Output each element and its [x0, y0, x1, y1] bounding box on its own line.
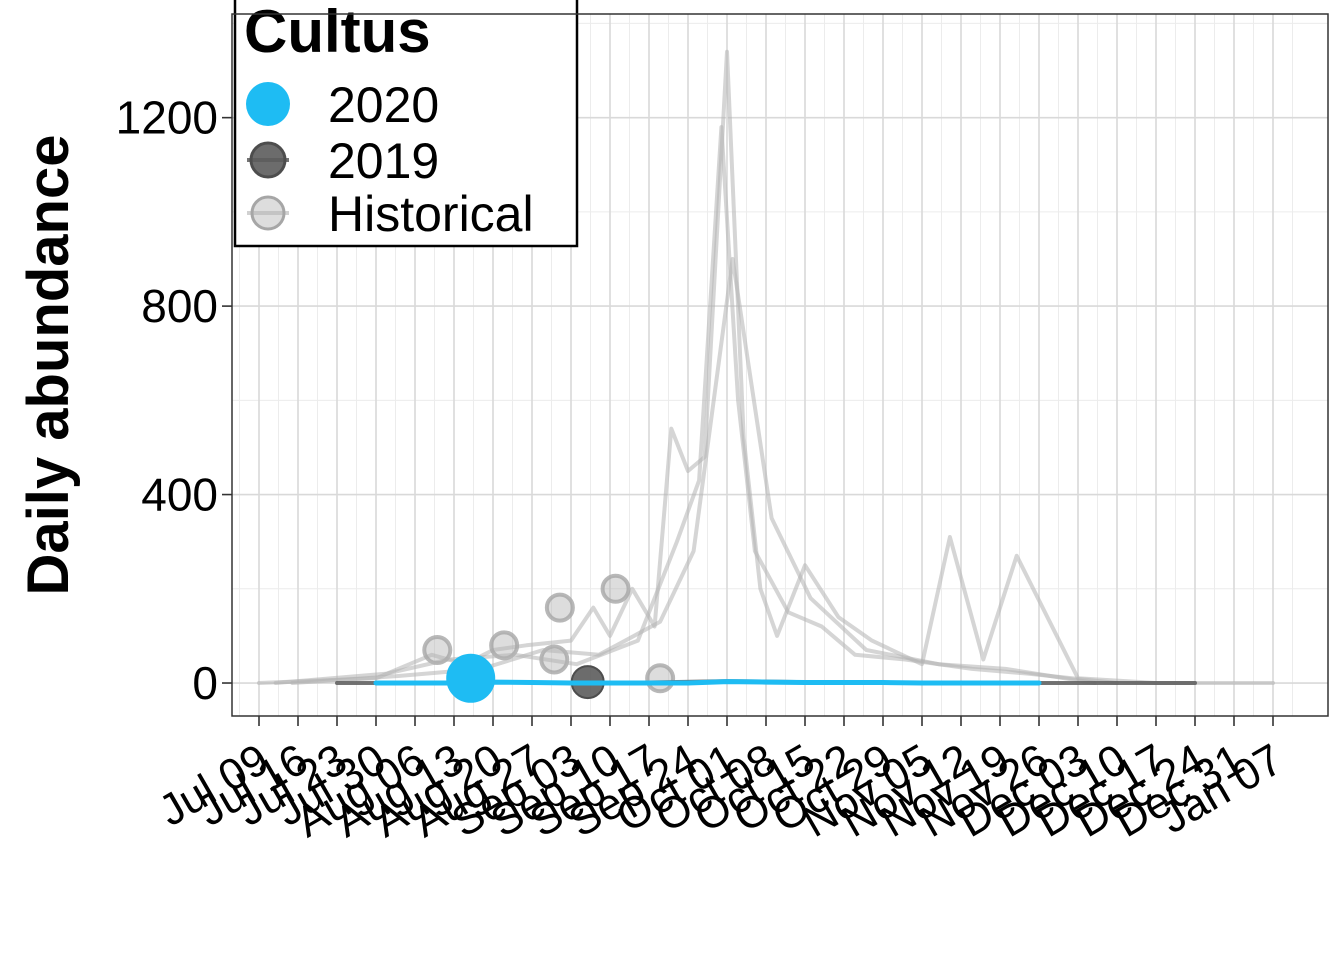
data-point-historical	[600, 573, 631, 604]
legend-key-historical	[247, 195, 289, 231]
y-tick-label: 1200	[116, 92, 218, 144]
legend-title: Cultus	[244, 0, 431, 65]
legend-label-2019: 2019	[328, 133, 439, 189]
y-axis: 0 400 800 1200	[116, 92, 232, 709]
y-axis-label: Daily abundance	[16, 135, 81, 596]
legend-label-historical: Historical	[328, 186, 534, 242]
legend-label-2020: 2020	[328, 77, 439, 133]
y-tick-label: 800	[141, 280, 218, 332]
data-point-2020	[446, 653, 496, 703]
y-tick-label: 0	[192, 657, 218, 709]
series-line-historical-4	[290, 257, 1097, 685]
data-point-historical	[489, 630, 520, 661]
series-line-historical-2	[257, 49, 1275, 685]
y-tick-label: 400	[141, 469, 218, 521]
legend-key-2019	[247, 141, 289, 179]
legend-key-2020	[246, 82, 290, 126]
series-2020	[373, 653, 1042, 703]
data-point-historical	[544, 592, 575, 623]
legend-box	[233, 0, 579, 248]
panel-border	[231, 13, 1329, 717]
data-point-historical	[645, 663, 676, 694]
